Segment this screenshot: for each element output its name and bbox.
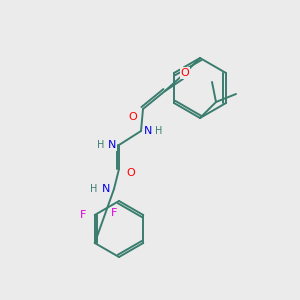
Text: O: O	[181, 68, 189, 78]
Text: H: H	[97, 140, 105, 150]
Text: H: H	[90, 184, 98, 194]
Text: N: N	[144, 126, 152, 136]
Text: N: N	[108, 140, 116, 150]
Text: F: F	[111, 208, 117, 218]
Text: F: F	[80, 210, 86, 220]
Text: N: N	[102, 184, 110, 194]
Text: O: O	[127, 168, 135, 178]
Text: O: O	[129, 112, 137, 122]
Text: H: H	[155, 126, 163, 136]
